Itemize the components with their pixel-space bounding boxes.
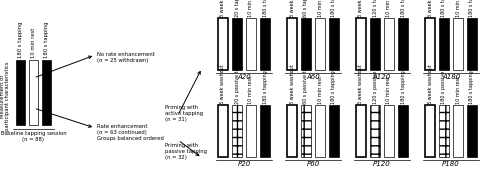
Text: 3 week washout: 3 week washout (428, 64, 432, 104)
Text: 180 s tapping: 180 s tapping (470, 0, 474, 17)
Text: Baseline tapping session
(n = 88): Baseline tapping session (n = 88) (0, 131, 66, 142)
Bar (439, 18, 449, 70)
Text: 3 week washout: 3 week washout (220, 0, 226, 17)
Bar (425, 18, 435, 70)
Text: 180 s passive tapping: 180 s passive tapping (442, 50, 446, 104)
Text: P60: P60 (306, 161, 320, 167)
Bar (315, 105, 325, 157)
Bar (287, 105, 297, 157)
Bar (287, 18, 297, 70)
Text: 10 min rest: 10 min rest (318, 0, 322, 17)
Text: No rate enhancement
(n = 25 withdrawn): No rate enhancement (n = 25 withdrawn) (97, 52, 155, 63)
Text: Priming with
passive tapping
(n = 32): Priming with passive tapping (n = 32) (165, 143, 207, 160)
Text: 3 week washout: 3 week washout (358, 64, 364, 104)
Bar (42, 60, 51, 125)
Text: 10 min rest: 10 min rest (386, 0, 392, 17)
Bar (218, 18, 228, 70)
Text: 20 s passive tapping: 20 s passive tapping (234, 53, 240, 104)
Bar (425, 105, 435, 157)
Text: 10 min rest: 10 min rest (318, 76, 322, 104)
Text: 3 week washout: 3 week washout (290, 0, 294, 17)
Bar (370, 105, 380, 157)
Text: 10 min rest: 10 min rest (248, 0, 254, 17)
Bar (218, 105, 228, 157)
Bar (16, 60, 25, 125)
Bar (398, 18, 408, 70)
Text: 120 s tapping: 120 s tapping (372, 0, 378, 17)
Bar (384, 18, 394, 70)
Text: 3 week washout: 3 week washout (428, 0, 432, 17)
Bar (384, 105, 394, 157)
Text: P120: P120 (373, 161, 391, 167)
Text: 180 s tapping: 180 s tapping (262, 0, 268, 17)
Text: A180: A180 (442, 74, 460, 80)
Text: 10 min rest: 10 min rest (248, 76, 254, 104)
Bar (439, 105, 449, 157)
Bar (260, 18, 270, 70)
Text: 10 min rest: 10 min rest (386, 76, 392, 104)
Bar (315, 18, 325, 70)
Text: 180 s tapping: 180 s tapping (332, 70, 336, 104)
Bar (467, 105, 477, 157)
Bar (232, 105, 242, 157)
Text: A120: A120 (373, 74, 391, 80)
Text: 180 s tapping: 180 s tapping (400, 70, 406, 104)
Text: A60: A60 (306, 74, 320, 80)
Bar (329, 105, 339, 157)
Bar (232, 18, 242, 70)
Text: 60 s tapping: 60 s tapping (304, 0, 308, 17)
Text: 180 s tapping: 180 s tapping (332, 0, 336, 17)
Bar (356, 18, 366, 70)
Bar (301, 105, 311, 157)
Bar (467, 18, 477, 70)
Text: 180 s tapping: 180 s tapping (400, 0, 406, 17)
Text: 3 week washout: 3 week washout (358, 0, 364, 17)
Text: P180: P180 (442, 161, 460, 167)
Text: 120 s passive tapping: 120 s passive tapping (372, 50, 378, 104)
Text: 180 s tapping: 180 s tapping (470, 70, 474, 104)
Bar (398, 105, 408, 157)
Text: Priming with
active tapping
(n = 31): Priming with active tapping (n = 31) (165, 105, 203, 122)
Text: 10 min rest: 10 min rest (456, 76, 460, 104)
Bar (246, 18, 256, 70)
Text: 10 min rest: 10 min rest (456, 0, 460, 17)
Text: A20: A20 (237, 74, 251, 80)
Bar (356, 105, 366, 157)
Text: 3 week washout: 3 week washout (290, 64, 294, 104)
Text: 20 s tapping: 20 s tapping (234, 0, 240, 17)
Text: 180 s tapping: 180 s tapping (442, 0, 446, 17)
Text: 180 s tapping: 180 s tapping (44, 21, 49, 58)
Text: 180 s tapping: 180 s tapping (262, 70, 268, 104)
Bar (260, 105, 270, 157)
Text: 60 s passive tapping: 60 s passive tapping (304, 53, 308, 104)
Text: P20: P20 (238, 161, 250, 167)
Text: Rate enhancement
(n = 63 continued)
Groups balanced ordered: Rate enhancement (n = 63 continued) Grou… (97, 124, 164, 141)
Bar (246, 105, 256, 157)
Bar (29, 60, 38, 125)
Bar (370, 18, 380, 70)
Bar (453, 105, 463, 157)
Text: 180 s tapping: 180 s tapping (18, 21, 23, 58)
Bar (453, 18, 463, 70)
Text: Measurement of
participant characteristics: Measurement of participant characteristi… (0, 61, 10, 131)
Text: 10 min rest: 10 min rest (31, 28, 36, 58)
Bar (301, 18, 311, 70)
Text: 3 week washout: 3 week washout (220, 64, 226, 104)
Bar (329, 18, 339, 70)
